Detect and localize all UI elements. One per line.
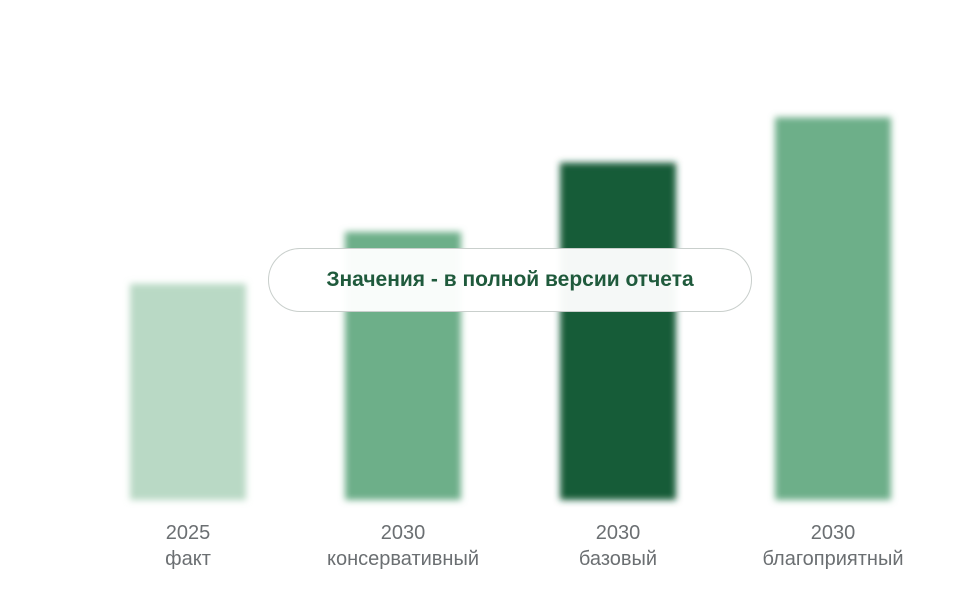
bar-1 [130, 283, 246, 500]
category-scenario-label: базовый [579, 548, 657, 570]
bar-3 [560, 162, 676, 500]
category-year-label: 2025 [166, 522, 211, 544]
category-year-label: 2030 [381, 522, 426, 544]
category-year-label: 2030 [596, 522, 641, 544]
bar-4 [775, 117, 891, 500]
category-year-label: 2030 [811, 522, 856, 544]
category-labels: 2025 факт 2030 консервативный 2030 базовый 203… [165, 522, 903, 570]
category-scenario-label: консервативный [327, 548, 479, 570]
category-scenario-label: благоприятный [762, 548, 903, 570]
report-notice-badge: Значения - в полной версии отчета [268, 248, 752, 312]
category-scenario-label: факт [165, 548, 211, 570]
report-notice-text: Значения - в полной версии отчета [326, 268, 694, 291]
